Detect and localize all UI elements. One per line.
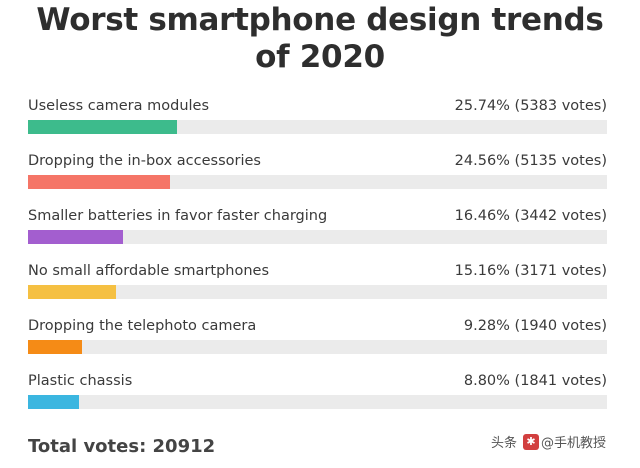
bar-track bbox=[28, 340, 607, 354]
poll-option-row: No small affordable smartphones 15.16% (3… bbox=[28, 257, 607, 312]
poll-option-row: Dropping the telephoto camera 9.28% (1940… bbox=[28, 312, 607, 367]
poll-option-row: Dropping the in-box accessories 24.56% (5… bbox=[28, 147, 607, 202]
total-votes: Total votes: 20912 bbox=[28, 436, 216, 457]
poll-option-header: No small affordable smartphones 15.16% (3… bbox=[28, 257, 607, 285]
bar-track bbox=[28, 395, 607, 409]
watermark: 头条 ✱ @手机教授 bbox=[491, 432, 606, 451]
poll-option-header: Useless camera modules 25.74% (5383 votes… bbox=[28, 92, 607, 120]
bar-fill bbox=[28, 230, 124, 244]
bar-fill bbox=[28, 175, 171, 189]
poll-option-label: Dropping the in-box accessories bbox=[28, 153, 261, 169]
watermark-prefix: 头条 bbox=[490, 436, 517, 451]
poll-option-result: 25.74% (5383 votes) bbox=[454, 98, 607, 114]
bar-fill bbox=[28, 285, 116, 299]
bar-track bbox=[28, 230, 607, 244]
poll-option-label: Dropping the telephoto camera bbox=[28, 318, 257, 334]
watermark-handle: @手机教授 bbox=[540, 436, 606, 451]
poll-option-header: Smaller batteries in favor faster chargi… bbox=[28, 202, 607, 230]
poll-option-label: No small affordable smartphones bbox=[28, 263, 270, 279]
poll-option-label: Smaller batteries in favor faster chargi… bbox=[28, 208, 328, 224]
bar-track bbox=[28, 120, 607, 134]
poll-option-row: Smaller batteries in favor faster chargi… bbox=[28, 202, 607, 257]
poll-option-header: Dropping the telephoto camera 9.28% (1940… bbox=[28, 312, 607, 340]
bar-track bbox=[28, 175, 607, 189]
chart-title: Worst smartphone design trends of 2020 bbox=[36, 2, 604, 75]
poll-option-header: Dropping the in-box accessories 24.56% (5… bbox=[28, 147, 607, 175]
bar-fill bbox=[28, 120, 178, 134]
watermark-logo-icon: ✱ bbox=[522, 433, 539, 450]
poll-option-label: Plastic chassis bbox=[28, 373, 133, 389]
poll-option-row: Plastic chassis 8.80% (1841 votes) bbox=[28, 367, 607, 422]
poll-option-result: 9.28% (1940 votes) bbox=[463, 318, 607, 334]
poll-results: Useless camera modules 25.74% (5383 votes… bbox=[28, 92, 607, 422]
poll-option-result: 16.46% (3442 votes) bbox=[454, 208, 607, 224]
bar-track bbox=[28, 285, 607, 299]
poll-option-label: Useless camera modules bbox=[28, 98, 210, 114]
poll-option-result: 15.16% (3171 votes) bbox=[454, 263, 607, 279]
poll-option-row: Useless camera modules 25.74% (5383 votes… bbox=[28, 92, 607, 147]
poll-option-header: Plastic chassis 8.80% (1841 votes) bbox=[28, 367, 607, 395]
poll-option-result: 24.56% (5135 votes) bbox=[454, 153, 607, 169]
poll-option-result: 8.80% (1841 votes) bbox=[463, 373, 607, 389]
bar-fill bbox=[28, 340, 82, 354]
bar-fill bbox=[28, 395, 79, 409]
